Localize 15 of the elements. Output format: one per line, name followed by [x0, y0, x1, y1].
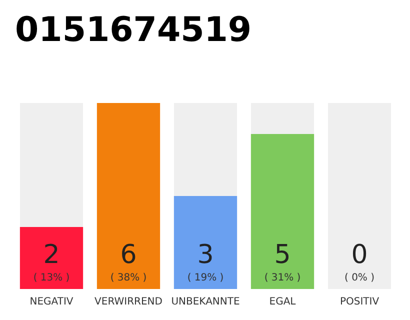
x-tick-label: UNBEKANNTE: [171, 296, 240, 308]
bar: [20, 227, 84, 289]
data-label: 5 ( 31% ): [264, 240, 301, 284]
bar: [174, 196, 238, 289]
bar: [250, 134, 314, 289]
x-tick-label: EGAL: [269, 296, 296, 308]
x-tick-label: NEGATIV: [30, 296, 74, 308]
chart-title: 0151674519: [15, 10, 252, 50]
data-label: 3 ( 19% ): [187, 240, 224, 284]
x-tick-label: POSITIV: [340, 296, 380, 308]
bar: [96, 103, 160, 289]
x-tick-label: VERWIRREND: [94, 296, 163, 308]
data-label: 0 ( 0% ): [344, 240, 375, 284]
data-label: 6 ( 38% ): [110, 240, 147, 284]
data-label: 2 ( 13% ): [33, 240, 70, 284]
